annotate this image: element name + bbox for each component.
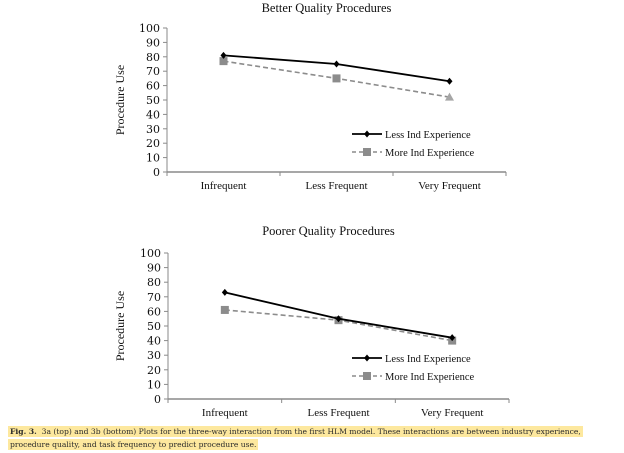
legend-marker [364,130,370,138]
data-point-less [446,77,453,85]
y-tick-label: 0 [153,166,160,179]
y-tick-label: 90 [147,262,161,275]
y-tick-label: 80 [146,51,160,64]
y-tick-label: 100 [140,247,161,260]
y-axis-label: Procedure Use [113,65,127,135]
y-tick-label: 20 [147,364,161,377]
y-axis-label: Procedure Use [113,291,127,361]
y-tick-label: 50 [146,94,160,107]
legend-label: Less Ind Experience [385,354,471,365]
y-tick-label: 80 [147,276,161,289]
data-point-less [220,51,227,59]
y-tick-label: 0 [154,393,161,406]
caption-label: Fig. 3. [10,427,37,436]
x-tick-label: Less Frequent [305,180,367,192]
y-tick-label: 70 [146,65,160,78]
x-tick-label: Infrequent [202,407,248,419]
y-tick-label: 40 [147,335,161,348]
legend-marker [363,148,371,156]
data-point-less [449,334,456,342]
y-tick-label: 20 [146,137,160,150]
y-tick-label: 60 [146,80,160,93]
y-tick-label: 60 [147,305,161,318]
y-tick-label: 100 [139,22,160,35]
y-tick-label: 30 [147,349,161,362]
y-tick-label: 30 [146,123,160,136]
legend-marker [364,354,370,362]
data-point-more [220,305,229,314]
series-line-less [224,291,453,339]
legend-marker [363,372,371,380]
legend-label: Less Ind Experience [385,130,471,141]
x-tick-label: Very Frequent [418,180,481,192]
legend-label: More Ind Experience [385,148,475,159]
y-tick-label: 70 [147,291,161,304]
data-point-less [335,315,342,323]
series-line-more [224,309,453,342]
caption-text: 3a (top) and 3b (bottom) Plots for the t… [10,427,581,449]
legend-label: More Ind Experience [385,372,475,383]
data-point-more [219,57,228,66]
y-tick-label: 10 [147,378,161,391]
data-point-less [333,60,340,68]
x-tick-label: Infrequent [201,180,247,192]
chart-title: Poorer Quality Procedures [262,224,395,238]
chart-bottom: Poorer Quality Procedures Procedure Use 0 1… [113,224,510,419]
x-tick-label: Very Frequent [421,407,484,419]
data-point-more [332,74,341,83]
data-point-more [445,92,454,101]
figure-caption: Fig. 3. 3a (top) and 3b (bottom) Plots f… [8,425,618,451]
y-tick-label: 50 [147,320,161,333]
y-tick-label: 10 [146,152,160,165]
data-point-less [221,288,228,296]
y-tick-label: 90 [146,36,160,49]
chart-title: Better Quality Procedures [262,1,392,15]
x-tick-label: Less Frequent [307,407,369,419]
y-tick-label: 40 [146,108,160,121]
